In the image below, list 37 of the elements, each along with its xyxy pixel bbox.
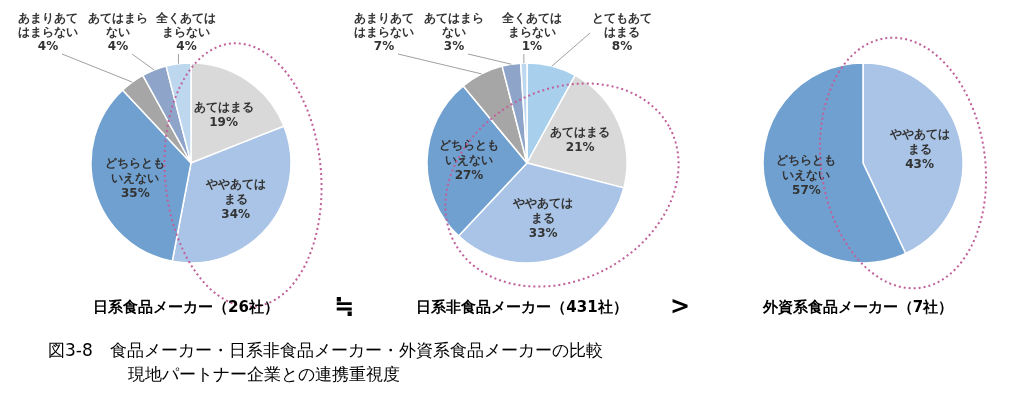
data-label: 57% xyxy=(792,182,821,197)
slice-label: あてはまらない xyxy=(424,11,484,40)
slice-label: 全くあてはまらない xyxy=(500,11,562,40)
text: 外資系食品メーカー（7社） xyxy=(762,298,954,316)
slice-label: あてはまらない xyxy=(88,11,148,40)
data-label: 27% xyxy=(454,168,484,183)
caption: 図3-8 食品メーカー・日系非食品メーカー・外資系食品メーカーの比較 xyxy=(48,339,603,362)
slice-label: どちらともいえない xyxy=(776,152,837,182)
slice-label: どちらともいえない xyxy=(439,138,500,168)
data-label: 35% xyxy=(120,186,150,201)
data-label: 43% xyxy=(905,157,934,172)
text: ≒ xyxy=(332,292,356,320)
data-label: 19% xyxy=(209,114,238,129)
data-label: 4% xyxy=(176,39,197,54)
data-label: 1% xyxy=(521,39,543,54)
text: 日系非食品メーカー（431社） xyxy=(416,298,628,316)
data-label: 34% xyxy=(221,207,251,222)
data-label: 21% xyxy=(565,139,595,154)
slice-label: あまりあてはまらない xyxy=(18,11,78,40)
data-label: 8% xyxy=(611,39,633,54)
slice-label: とてもあてはまる xyxy=(592,11,652,40)
slice-label: ややあてはまる xyxy=(512,195,574,225)
data-label: 33% xyxy=(528,225,558,240)
slice-label: あてはまる xyxy=(550,124,611,139)
slice-label: ややあてはまる xyxy=(204,177,266,207)
text: > xyxy=(668,292,692,320)
data-label: 3% xyxy=(443,39,465,54)
data-label: 4% xyxy=(37,39,59,54)
slice-label: 全くあてはまらない xyxy=(155,11,217,40)
slice-label: ややあてはまる xyxy=(888,127,950,157)
text: 現地パートナー企業との連携重視度 xyxy=(127,363,401,386)
slice-label: どちらともいえない xyxy=(105,156,166,186)
text: 日系食品メーカー（26社） xyxy=(93,298,279,316)
data-label: 4% xyxy=(107,39,129,54)
slice-label: あまりあてはまらない xyxy=(354,11,414,40)
data-label: 7% xyxy=(373,39,395,54)
slice-label: あてはまる xyxy=(193,99,254,114)
